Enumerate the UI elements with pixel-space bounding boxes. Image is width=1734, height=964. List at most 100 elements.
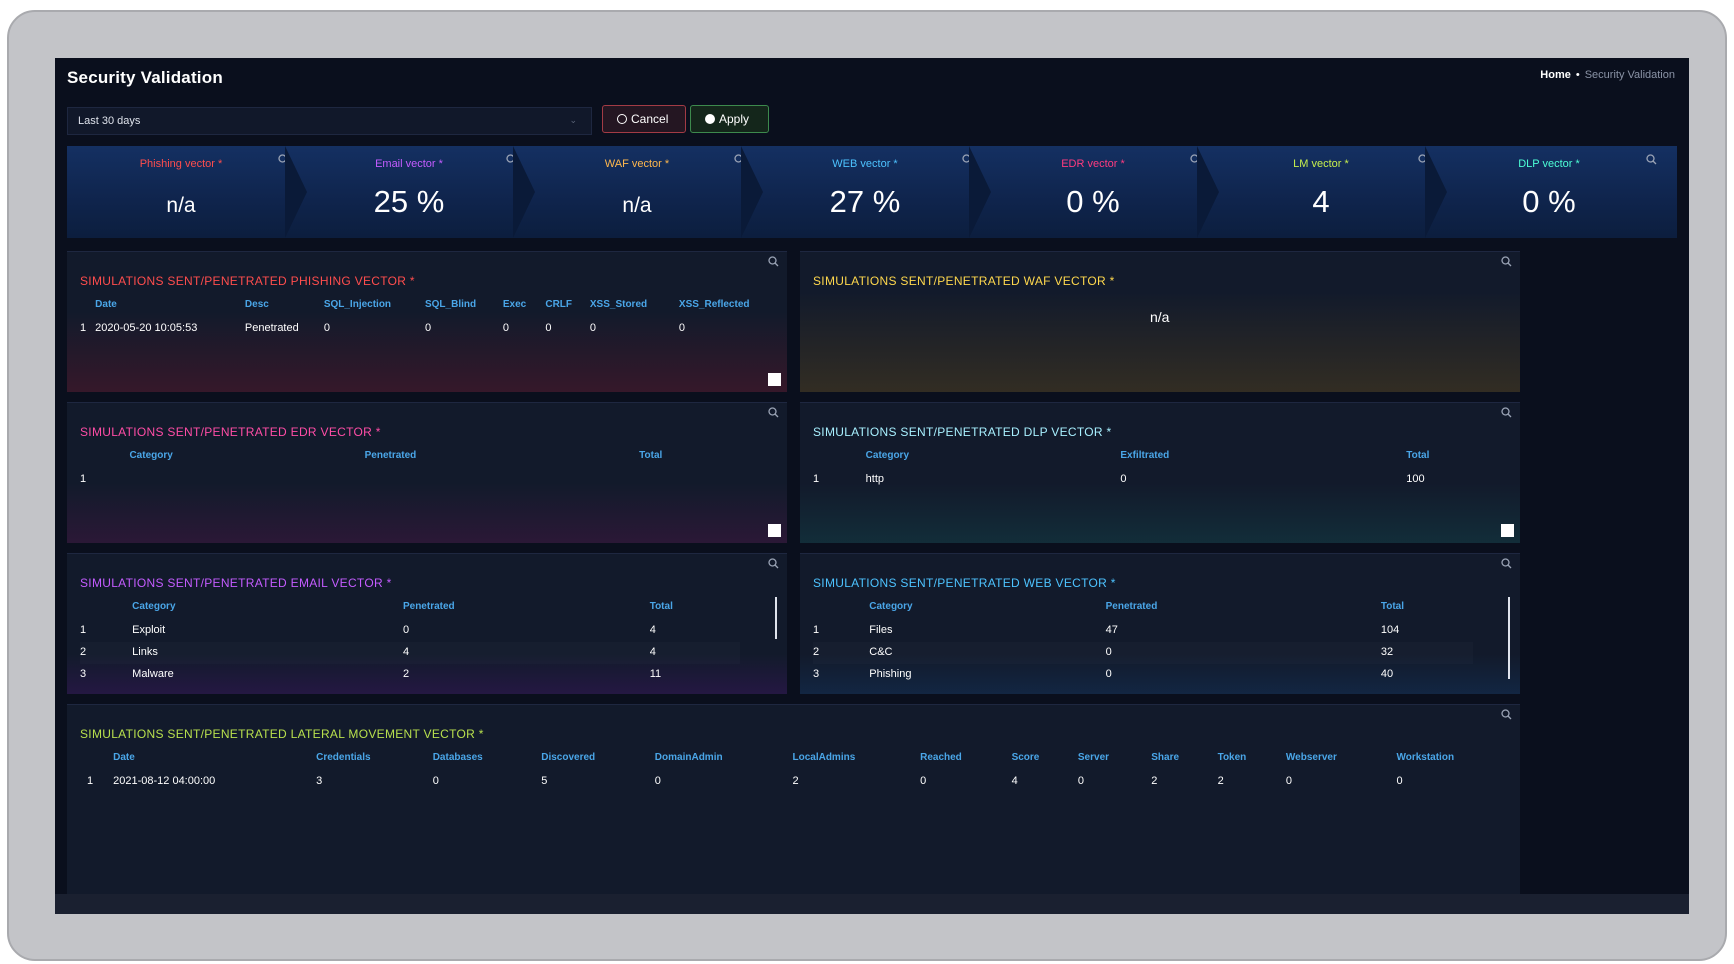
vector-card[interactable]: Phishing vector * n/a (67, 146, 295, 238)
pin-icon[interactable] (768, 373, 781, 386)
column-header[interactable]: XSS_Reflected (678, 299, 750, 310)
column-header[interactable]: Webserver (1285, 752, 1337, 763)
vector-card[interactable]: Email vector * 25 % (295, 146, 523, 238)
table-cell: 40 (1380, 668, 1394, 680)
search-icon[interactable] (768, 256, 779, 267)
column-header[interactable]: Reached (920, 752, 962, 763)
vector-value: 25 % (373, 184, 445, 219)
table-cell: Exploit (132, 624, 166, 636)
column-header[interactable]: Penetrated (364, 450, 417, 461)
date-range-value: Last 30 days (78, 115, 141, 127)
column-header[interactable]: Total (639, 450, 663, 461)
table-cell: Links (132, 646, 158, 658)
vector-value: 27 % (829, 184, 901, 219)
table-cell (129, 469, 364, 491)
table-header-row: Category Penetrated Total (80, 450, 730, 469)
column-header[interactable]: Category (132, 601, 176, 612)
column-header[interactable]: CRLF (545, 299, 573, 310)
column-header[interactable]: Databases (432, 752, 483, 763)
dlp-panel-title: SIMULATIONS SENT/PENETRATED DLP VECTOR * (813, 425, 1112, 439)
chevron-divider (969, 146, 991, 238)
column-header[interactable]: Category (129, 450, 173, 461)
column-header[interactable]: Server (1077, 752, 1110, 763)
vector-card[interactable]: WAF vector * n/a (523, 146, 751, 238)
table-row[interactable]: 1 Files 47 104 (813, 620, 1473, 642)
table-cell: 4 (649, 624, 656, 636)
search-icon[interactable] (768, 558, 779, 569)
vector-card[interactable]: DLP vector * 0 % (1435, 146, 1663, 238)
search-icon[interactable] (1501, 407, 1512, 418)
column-header[interactable]: Total (1406, 450, 1430, 461)
chevron-divider (285, 146, 307, 238)
table-row[interactable]: 3 Phishing 0 40 (813, 664, 1473, 686)
vector-card[interactable]: LM vector * 4 (1207, 146, 1435, 238)
panel-glow (67, 312, 787, 392)
table-cell: 1 (80, 322, 87, 334)
scrollbar[interactable] (1508, 597, 1510, 679)
search-icon[interactable] (1501, 709, 1512, 720)
column-header[interactable]: SQL_Blind (424, 299, 477, 310)
table-row[interactable]: 1 2021-08-12 04:00:00 3 0 5 0 2 0 4 0 2 2 0 0 (87, 771, 1487, 793)
table-row[interactable]: 1 2020-05-20 10:05:53 Penetrated 0 0 0 0 0 0 (80, 318, 770, 340)
column-header[interactable]: Score (1011, 752, 1040, 763)
breadcrumb-home[interactable]: Home (1540, 69, 1571, 81)
column-header[interactable]: Exfiltrated (1120, 450, 1170, 461)
table-header-row: Category Penetrated Total (813, 601, 1473, 620)
table-cell: 1 (80, 624, 87, 636)
table-cell: 5 (541, 775, 548, 787)
table-cell: C&C (869, 646, 893, 658)
table-cell: 1 (87, 775, 94, 787)
vector-card[interactable]: EDR vector * 0 % (979, 146, 1207, 238)
apply-label: Apply (719, 112, 750, 126)
cancel-button[interactable]: Cancel (602, 105, 686, 133)
pin-icon[interactable] (768, 524, 781, 537)
page-title: Security Validation (67, 68, 223, 87)
search-icon[interactable] (768, 407, 779, 418)
scrollbar[interactable] (775, 597, 777, 639)
search-icon[interactable] (1501, 558, 1512, 569)
column-header[interactable]: Total (1380, 601, 1405, 612)
column-header[interactable]: Total (649, 601, 673, 612)
pin-icon[interactable] (1501, 524, 1514, 537)
column-header[interactable]: Share (1151, 752, 1180, 763)
column-header[interactable]: LocalAdmins (792, 752, 856, 763)
cancel-icon (617, 114, 627, 124)
date-range-select[interactable]: Last 30 days ⌄ (67, 107, 592, 135)
column-header[interactable]: Token (1217, 752, 1247, 763)
table-row[interactable]: 2 C&C 0 32 (813, 642, 1473, 664)
column-header[interactable]: Category (869, 601, 913, 612)
table-row[interactable]: 2 Links 4 4 (80, 642, 740, 664)
column-header[interactable]: Exec (502, 299, 527, 310)
column-header[interactable]: Desc (244, 299, 269, 310)
web-panel-title: SIMULATIONS SENT/PENETRATED WEB VECTOR * (813, 576, 1116, 590)
panel-glow (800, 483, 1520, 543)
column-header[interactable]: Date (113, 752, 135, 763)
cancel-label: Cancel (631, 112, 669, 126)
table-cell: 0 (1105, 668, 1112, 680)
column-header[interactable]: XSS_Stored (589, 299, 648, 310)
table-row[interactable]: 1 Exploit 0 4 (80, 620, 740, 642)
search-icon[interactable] (1501, 256, 1512, 267)
column-header[interactable]: Penetrated (1105, 601, 1158, 612)
column-header[interactable]: Credentials (316, 752, 371, 763)
search-icon[interactable] (1646, 152, 1657, 170)
table-row[interactable]: 1 http 0 100 (813, 469, 1503, 491)
column-header[interactable]: DomainAdmin (654, 752, 723, 763)
column-header[interactable]: Date (95, 299, 117, 310)
column-header[interactable]: Workstation (1396, 752, 1455, 763)
column-header[interactable]: SQL_Injection (323, 299, 392, 310)
table-cell: 3 (316, 775, 323, 787)
vector-card[interactable]: WEB vector * 27 % (751, 146, 979, 238)
apply-button[interactable]: Apply (690, 105, 769, 133)
column-header[interactable]: Discovered (541, 752, 596, 763)
table-row[interactable]: 3 Malware 2 11 (80, 664, 740, 686)
table-cell: Penetrated (244, 322, 299, 334)
table-cell: 47 (1105, 624, 1118, 636)
column-header (813, 601, 869, 620)
vector-value: n/a (166, 194, 196, 217)
column-header[interactable]: Penetrated (402, 601, 455, 612)
table-row[interactable]: 1 (80, 469, 730, 491)
chevron-down-icon: ⌄ (569, 115, 577, 125)
column-header[interactable]: Category (865, 450, 910, 461)
footer-bar (55, 894, 1689, 914)
